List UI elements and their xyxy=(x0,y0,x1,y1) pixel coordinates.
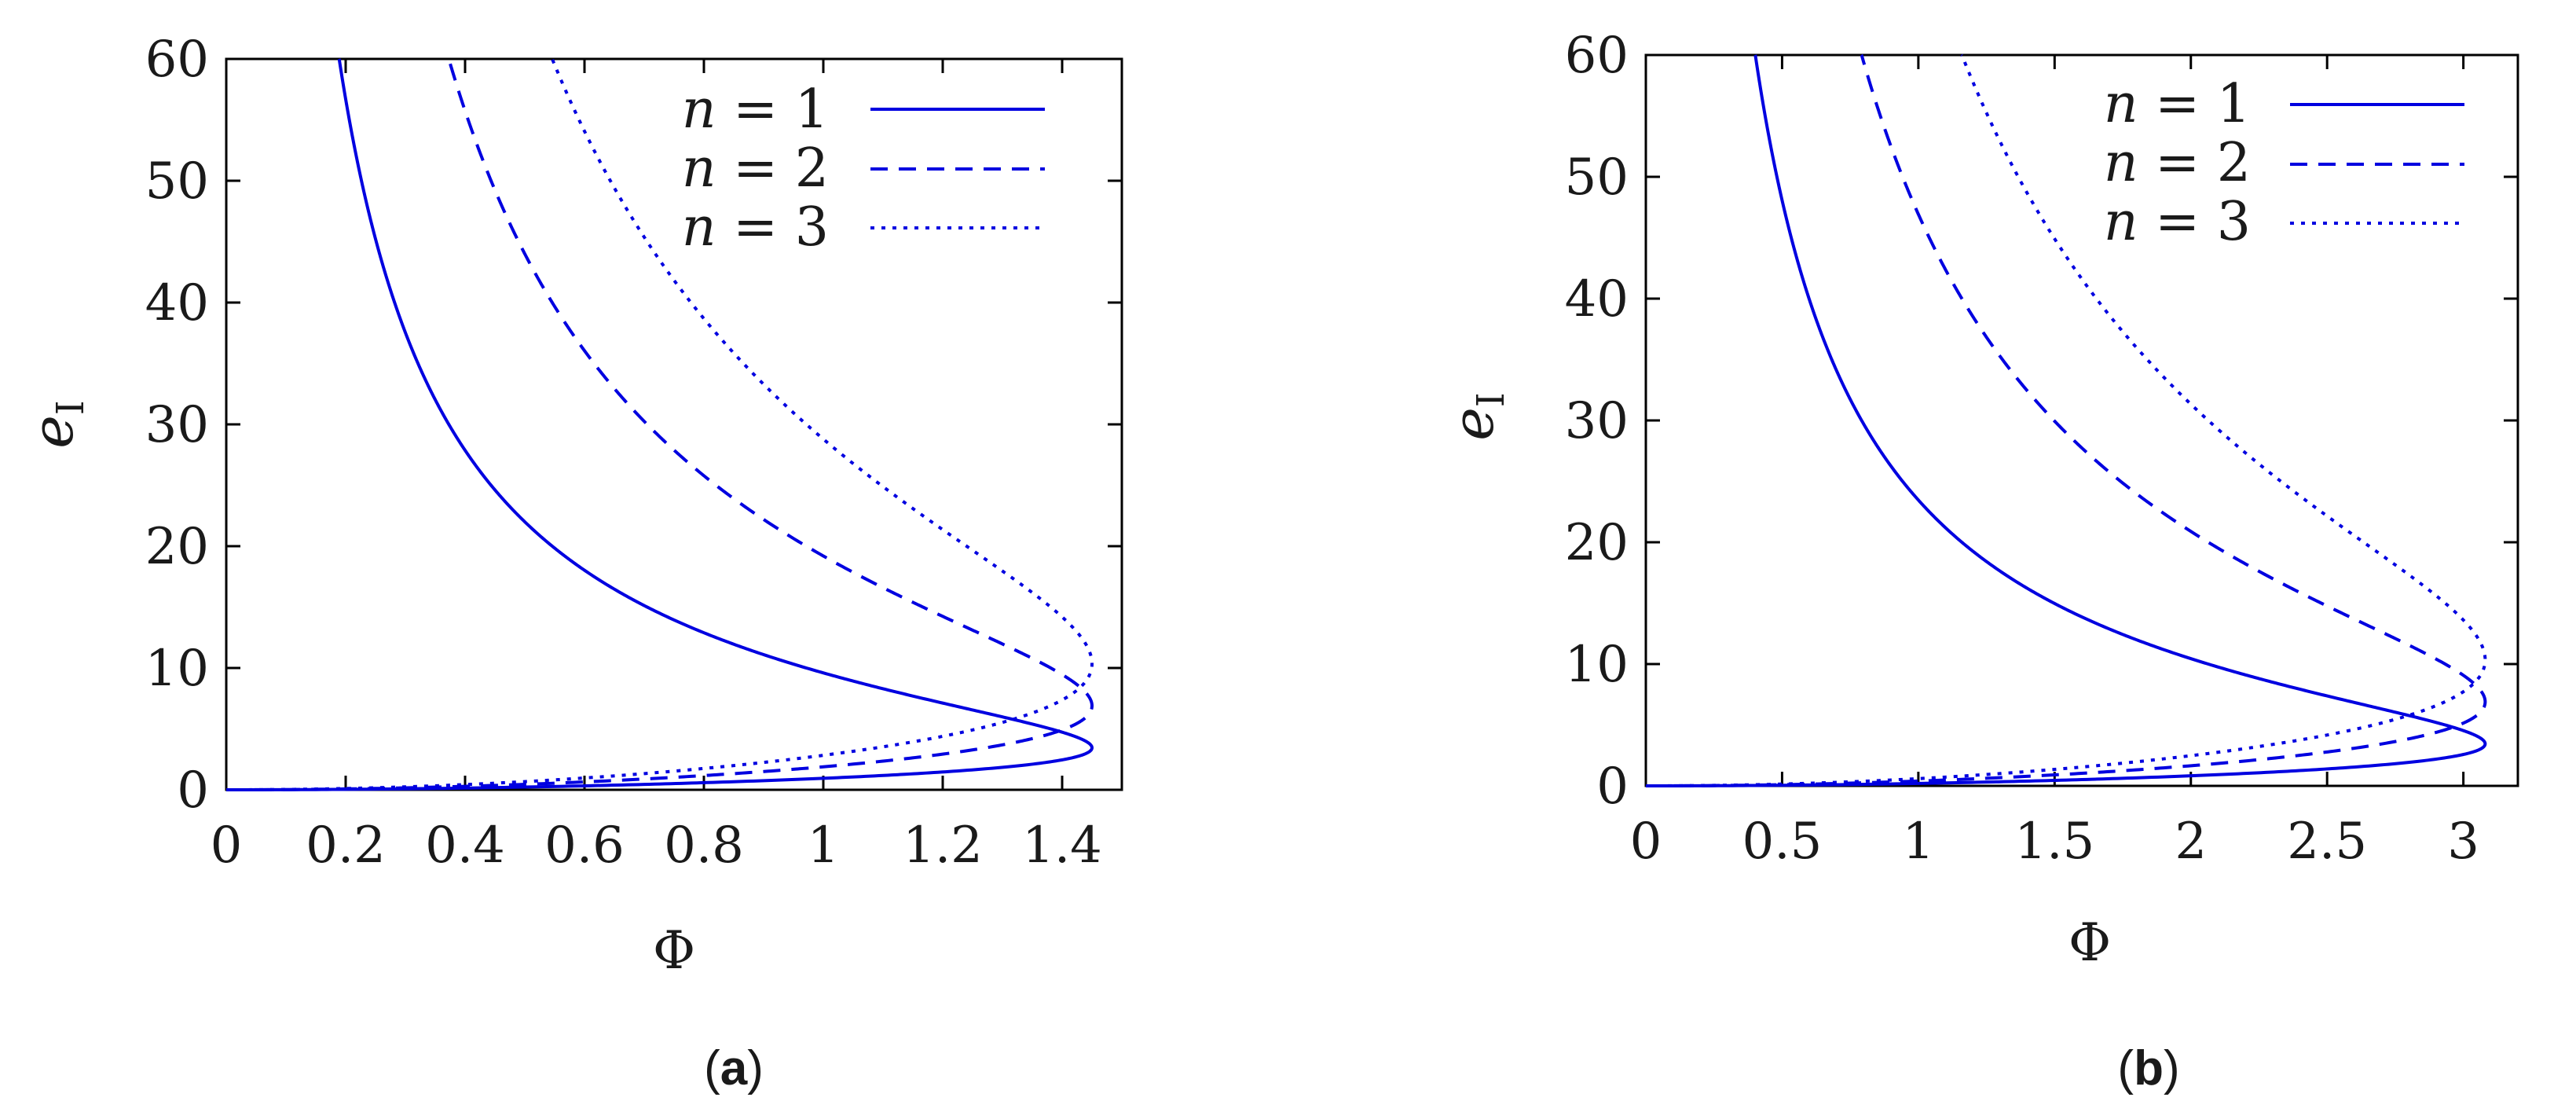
svg-text:n = 1: n = 1 xyxy=(682,79,829,141)
y-tick-label: 50 xyxy=(145,152,209,211)
y-tick-label: 20 xyxy=(145,518,209,576)
y-axis-title-sub: I xyxy=(49,400,93,415)
x-axis-title: Φ xyxy=(653,920,695,981)
y-tick-label: 10 xyxy=(1565,636,1629,694)
x-tick-label: 2.5 xyxy=(2287,813,2367,871)
series-curves xyxy=(225,57,1094,791)
legend-entry-n1: n = 1 xyxy=(682,79,1045,141)
legend: n = 1 n = 2 n = 3 xyxy=(2104,73,2464,253)
legend-label-var: n xyxy=(2104,132,2138,194)
legend-label-var: n xyxy=(682,138,716,200)
y-axis: 0 10 20 30 40 50 60 xyxy=(145,31,1122,820)
legend-entry-n3: n = 3 xyxy=(682,196,1045,259)
y-tick-label: 60 xyxy=(1565,27,1629,85)
x-tick-label: 3 xyxy=(2447,813,2479,871)
x-tick-label: 1.2 xyxy=(903,817,983,875)
y-tick-label: 50 xyxy=(1565,149,1629,207)
svg-text:n = 2: n = 2 xyxy=(682,138,829,200)
series-line-n2 xyxy=(225,57,1094,791)
y-axis-title: eI xyxy=(1440,392,1513,441)
x-tick-label: 0.2 xyxy=(306,817,386,875)
legend: n = 1 n = 2 n = 3 xyxy=(682,79,1045,259)
x-tick-label: 0.8 xyxy=(664,817,744,875)
y-tick-label: 30 xyxy=(1565,392,1629,450)
svg-text:n = 2: n = 2 xyxy=(2104,132,2251,194)
panel-caption-b: (b) xyxy=(2117,1041,2179,1095)
y-tick-label: 10 xyxy=(145,640,209,698)
series-line-n1 xyxy=(1645,54,2487,787)
legend-label-eq: = xyxy=(716,79,795,141)
svg-text:n = 3: n = 3 xyxy=(682,196,829,259)
svg-text:n = 1: n = 1 xyxy=(2104,73,2251,135)
legend-label-num: 2 xyxy=(2217,132,2251,194)
legend-label-eq: = xyxy=(2138,132,2217,194)
x-axis: 0 0.5 1 1.5 2 2.5 3 xyxy=(1630,55,2479,871)
legend-label-eq: = xyxy=(2138,73,2217,135)
y-tick-label: 20 xyxy=(1565,514,1629,572)
x-tick-label: 1 xyxy=(808,817,840,875)
x-tick-label: 1 xyxy=(1903,813,1935,871)
x-tick-label: 0.5 xyxy=(1742,813,1823,871)
x-tick-label: 0 xyxy=(1630,813,1662,871)
legend-label-var: n xyxy=(2104,191,2138,253)
y-tick-label: 60 xyxy=(145,31,209,89)
legend-label-num: 2 xyxy=(795,138,829,200)
series-line-n2 xyxy=(1645,53,2487,787)
x-axis: 0 0.2 0.4 0.6 0.8 1 1.2 1.4 xyxy=(211,59,1102,875)
legend-label-eq: = xyxy=(716,138,795,200)
y-tick-label: 40 xyxy=(145,274,209,332)
legend-entry-n1: n = 1 xyxy=(2104,73,2464,135)
svg-text:eI: eI xyxy=(20,400,93,449)
y-axis-title-sub: I xyxy=(1469,392,1513,407)
x-tick-label: 1.4 xyxy=(1022,817,1102,875)
y-axis-title-base: e xyxy=(20,415,86,449)
y-axis-title: eI xyxy=(20,400,93,449)
series-line-n3 xyxy=(1645,53,2487,787)
x-tick-label: 0 xyxy=(211,817,243,875)
series-line-n3 xyxy=(225,57,1094,791)
y-tick-label: 30 xyxy=(145,396,209,454)
legend-label-var: n xyxy=(2104,73,2138,135)
x-tick-label: 0.6 xyxy=(544,817,625,875)
panel-caption-a: (a) xyxy=(704,1041,764,1095)
svg-text:eI: eI xyxy=(1440,392,1513,441)
x-tick-label: 1.5 xyxy=(2014,813,2094,871)
legend-label-num: 1 xyxy=(795,79,829,141)
legend-entry-n2: n = 2 xyxy=(2104,132,2464,194)
x-tick-label: 0.4 xyxy=(425,817,505,875)
legend-label-num: 3 xyxy=(2217,191,2251,253)
legend-label-var: n xyxy=(682,196,716,259)
legend-entry-n3: n = 3 xyxy=(2104,191,2464,253)
legend-label-eq: = xyxy=(716,196,795,259)
y-axis: 0 10 20 30 40 50 60 xyxy=(1565,27,2518,816)
y-tick-label: 0 xyxy=(1596,758,1629,816)
svg-text:n = 3: n = 3 xyxy=(2104,191,2251,253)
legend-label-var: n xyxy=(682,79,716,141)
legend-label-eq: = xyxy=(2138,191,2217,253)
x-tick-label: 2 xyxy=(2175,813,2207,871)
legend-label-num: 3 xyxy=(795,196,829,259)
series-curves xyxy=(1645,53,2487,787)
legend-label-num: 1 xyxy=(2217,73,2251,135)
x-axis-title: Φ xyxy=(2068,912,2111,973)
series-line-n1 xyxy=(225,58,1094,791)
legend-entry-n2: n = 2 xyxy=(682,138,1045,200)
y-tick-label: 0 xyxy=(177,762,209,820)
y-tick-label: 40 xyxy=(1565,270,1629,328)
panel-b: 0 0.5 1 1.5 2 2.5 3 0 10 20 30 40 50 60 Φ eI n = 1 n… xyxy=(1440,27,2519,1095)
y-axis-title-base: e xyxy=(1440,407,1506,441)
